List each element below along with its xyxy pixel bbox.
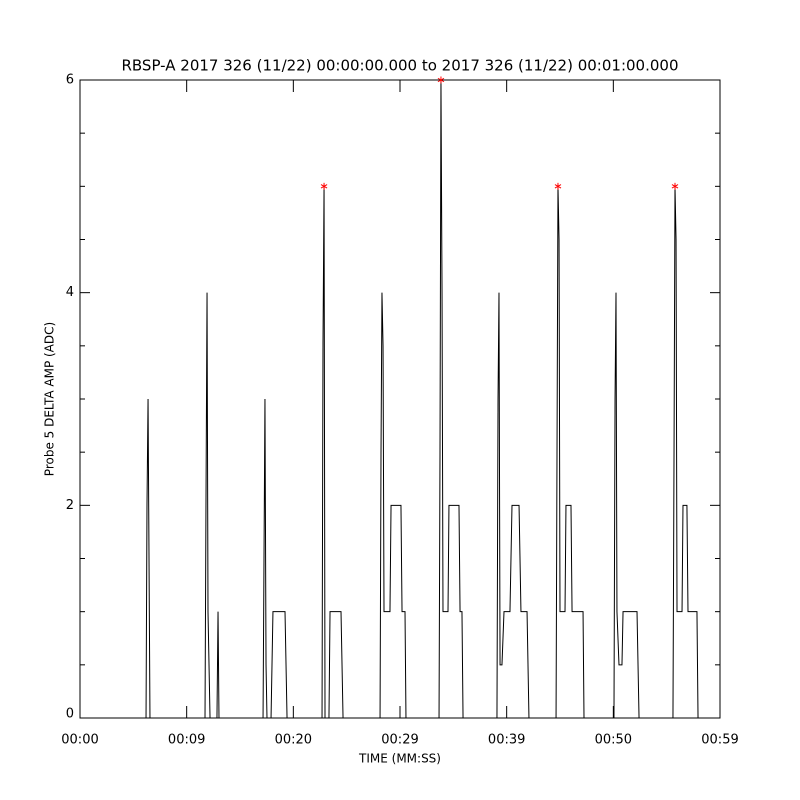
chart-title: RBSP-A 2017 326 (11/22) 00:00:00.000 to … bbox=[121, 57, 678, 75]
peak-marker bbox=[671, 182, 679, 190]
x-tick-label: 00:50 bbox=[595, 733, 632, 748]
x-tick-label: 00:39 bbox=[488, 733, 525, 748]
y-axis-label: Probe 5 DELTA AMP (ADC) bbox=[43, 322, 57, 476]
marker-stroke bbox=[437, 77, 445, 83]
data-line bbox=[80, 79, 720, 719]
peak-marker bbox=[437, 76, 445, 84]
y-tick-label: 2 bbox=[66, 498, 74, 513]
x-tick-label: 00:09 bbox=[168, 733, 205, 748]
peak-marker bbox=[320, 182, 328, 190]
marker-stroke bbox=[320, 184, 328, 189]
marker-stroke bbox=[671, 184, 679, 189]
peak-marker bbox=[554, 182, 562, 190]
x-tick-label: 00:20 bbox=[275, 733, 312, 748]
x-tick-label: 00:29 bbox=[381, 733, 418, 748]
x-axis-label: TIME (MM:SS) bbox=[358, 752, 441, 766]
marker-stroke bbox=[554, 184, 562, 189]
x-tick-label: 00:59 bbox=[701, 733, 738, 748]
x-tick-label: 00:00 bbox=[61, 733, 98, 748]
y-tick-label: 0 bbox=[66, 707, 74, 722]
y-tick-label: 6 bbox=[66, 73, 74, 88]
y-tick-label: 4 bbox=[66, 285, 74, 300]
